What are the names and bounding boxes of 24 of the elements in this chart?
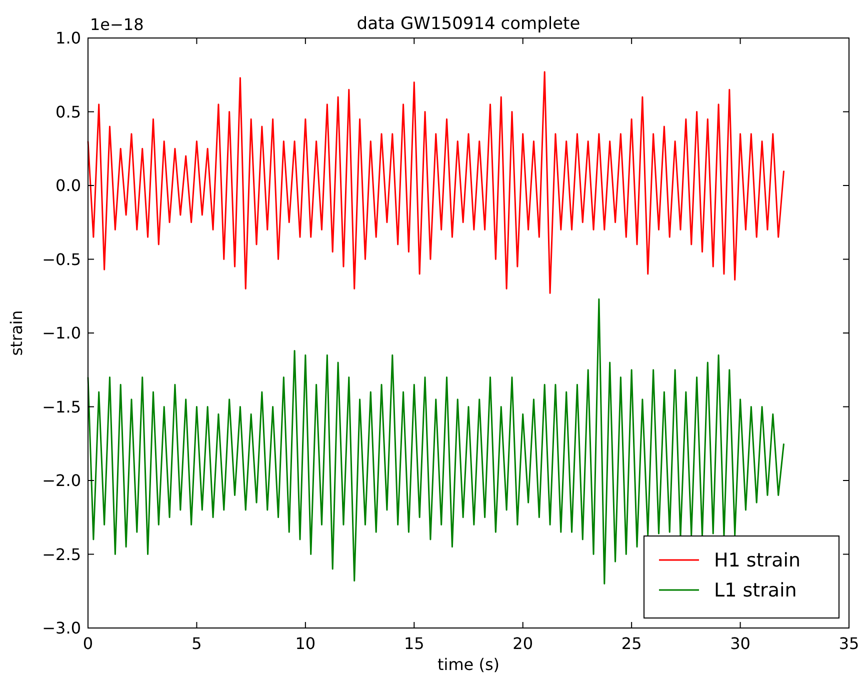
x-tick-label: 0	[82, 634, 94, 653]
x-tick-label: 20	[512, 634, 534, 653]
x-axis-title: time (s)	[437, 655, 500, 674]
x-tick-label: 5	[192, 634, 202, 653]
x-tick-label: 35	[838, 634, 860, 653]
y-tick-label: −2.0	[42, 471, 81, 490]
y-tick-label: −1.5	[42, 397, 81, 416]
y-axis-title: strain	[7, 310, 26, 356]
y-tick-label: 0.5	[56, 102, 81, 122]
text: 1e−18	[90, 15, 144, 34]
x-tick-label: 15	[404, 634, 424, 653]
y-tick-label: 0.0	[56, 176, 81, 196]
y-tick-label: −2.5	[42, 544, 81, 564]
x-tick-label: 10	[295, 634, 316, 653]
y-tick-label: 1.0	[56, 28, 81, 48]
chart-title: data GW150914 complete	[356, 14, 580, 34]
y-tick-label: −0.5	[42, 250, 81, 269]
line-series	[87, 71, 785, 294]
legend-label: L1 strain	[714, 580, 797, 602]
y-tick-label: −1.0	[42, 324, 81, 343]
y-tick-label: −3.0	[42, 618, 81, 638]
x-tick-label: 30	[730, 634, 750, 653]
legend-label: H1 strain	[714, 550, 801, 572]
x-tick-label: 25	[621, 634, 642, 653]
